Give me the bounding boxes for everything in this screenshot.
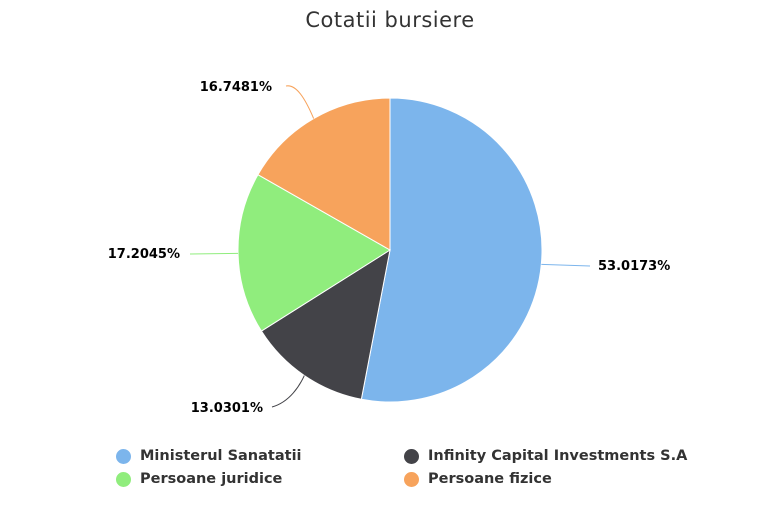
data-label: 16.7481%: [200, 80, 272, 95]
legend-item-infinity-capital[interactable]: Infinity Capital Investments S.A: [404, 448, 687, 464]
legend-swatch-icon: [404, 448, 419, 464]
legend-label: Persoane juridice: [140, 471, 283, 487]
legend-item-persoane-fizice[interactable]: Persoane fizice: [404, 471, 552, 487]
legend-item-persoane-juridice[interactable]: Persoane juridice: [116, 471, 282, 487]
legend-item-ministerul-sanatatii[interactable]: Ministerul Sanatatii: [116, 448, 302, 464]
data-label-connector: [285, 85, 315, 119]
pie-slice-persoane-fizice[interactable]: [257, 97, 391, 251]
data-label: 13.0301%: [191, 401, 263, 416]
legend-swatch-icon: [116, 471, 131, 487]
legend-label: Persoane fizice: [428, 471, 552, 487]
pie-slice-ministerul-sanatatii[interactable]: [360, 97, 543, 403]
legend-label: Ministerul Sanatatii: [140, 448, 302, 464]
data-label: 17.2045%: [108, 247, 180, 262]
data-label: 53.0173%: [598, 259, 670, 274]
pie-slice-infinity-capital-investments-s-a[interactable]: [260, 248, 391, 400]
legend-label: Infinity Capital Investments S.A: [428, 448, 688, 464]
data-label-connector: [189, 252, 239, 255]
legend-swatch-icon: [404, 471, 419, 487]
data-label-connector: [541, 263, 591, 267]
legend-swatch-icon: [116, 448, 131, 464]
pie-slice-persoane-juridice[interactable]: [237, 173, 391, 332]
data-label-connector: [271, 375, 305, 408]
chart-title: Cotatii bursiere: [305, 8, 475, 32]
